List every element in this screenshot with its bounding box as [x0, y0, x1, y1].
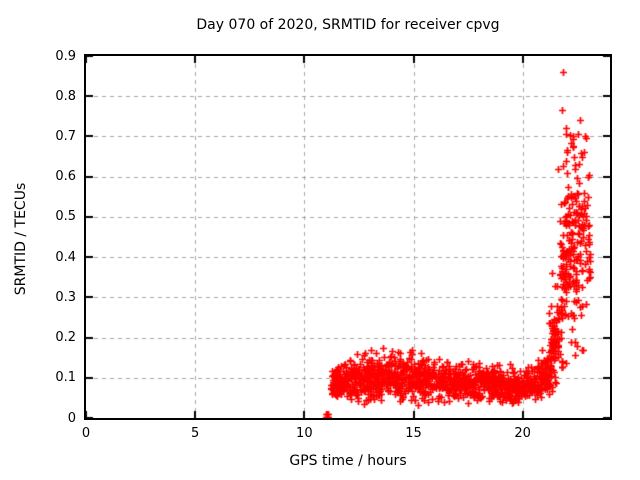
y-tick-label: 0.8	[55, 88, 76, 104]
x-tick-label: 15	[405, 426, 422, 441]
y-tick-label: 0.6	[55, 169, 76, 185]
y-tick-label: 0.4	[55, 249, 76, 265]
x-tick-label: 5	[191, 426, 200, 441]
scatter-canvas	[86, 56, 610, 418]
y-tick-label: 0.9	[55, 48, 76, 64]
x-tick-label: 0	[81, 426, 91, 441]
chart-title: Day 070 of 2020, SRMTID for receiver cpv…	[196, 17, 500, 33]
y-tick-label: 0.7	[55, 128, 76, 144]
y-tick-label: 0.2	[55, 330, 76, 346]
y-axis-title: SRMTID / TECUs	[13, 182, 29, 296]
x-tick-label: 10	[296, 426, 313, 441]
x-tick-label: 20	[514, 426, 531, 441]
y-tick-label: 0.5	[55, 209, 76, 225]
y-tick-label: 0	[67, 410, 76, 426]
plot-area	[84, 54, 612, 420]
y-tick-label: 0.3	[55, 289, 76, 305]
y-tick-label: 0.1	[55, 370, 76, 386]
x-axis-title: GPS time / hours	[289, 453, 407, 469]
